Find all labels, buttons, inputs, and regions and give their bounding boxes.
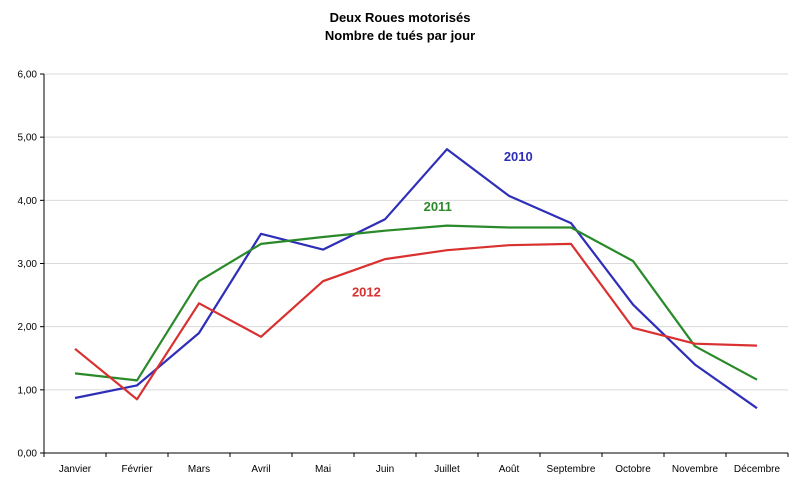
y-tick-label-6: 6,00 (18, 70, 38, 81)
y-tick-label-3: 3,00 (18, 259, 38, 270)
x-tick-labels: Janvier Février Mars Avril Mai Juin Juillet Aoû… (59, 464, 781, 475)
chart-subtitle: Nombre de tués par jour (325, 28, 475, 43)
chart-title: Deux Roues motorisés (330, 10, 471, 25)
x-tick-label-6: Juillet (434, 464, 460, 475)
x-tick-label-11: Décembre (734, 464, 781, 475)
y-tick-labels: 0,00 1,00 2,00 3,00 4,00 5,00 6,00 (18, 70, 38, 460)
x-tick-label-4: Mai (315, 464, 331, 475)
axes (40, 73, 789, 457)
series-labels: 2010 2011 2012 (352, 149, 533, 299)
series-label-2011: 2011 (424, 199, 452, 214)
y-tick-label-2: 2,00 (18, 322, 38, 333)
x-tick-label-5: Juin (376, 464, 394, 475)
series-line-2012 (74, 242, 758, 401)
gridlines (44, 73, 788, 391)
x-tick-label-3: Avril (251, 464, 270, 475)
series-label-2010: 2010 (504, 149, 533, 164)
x-tick-label-7: Août (499, 464, 520, 475)
x-tick-label-1: Février (121, 464, 153, 475)
series-lines (74, 148, 758, 410)
x-tick-label-10: Novembre (672, 464, 719, 475)
x-tick-label-8: Septembre (547, 464, 596, 475)
x-tick-label-9: Octobre (615, 464, 651, 475)
series-line-2010 (74, 148, 758, 410)
y-tick-label-5: 5,00 (18, 133, 38, 144)
series-line-2011 (74, 224, 758, 382)
x-tick-label-0: Janvier (59, 464, 92, 475)
x-tick-label-2: Mars (188, 464, 210, 475)
y-tick-label-4: 4,00 (18, 196, 38, 207)
y-tick-label-0: 0,00 (18, 449, 38, 460)
y-tick-label-1: 1,00 (18, 385, 38, 396)
series-label-2012: 2012 (352, 284, 381, 299)
